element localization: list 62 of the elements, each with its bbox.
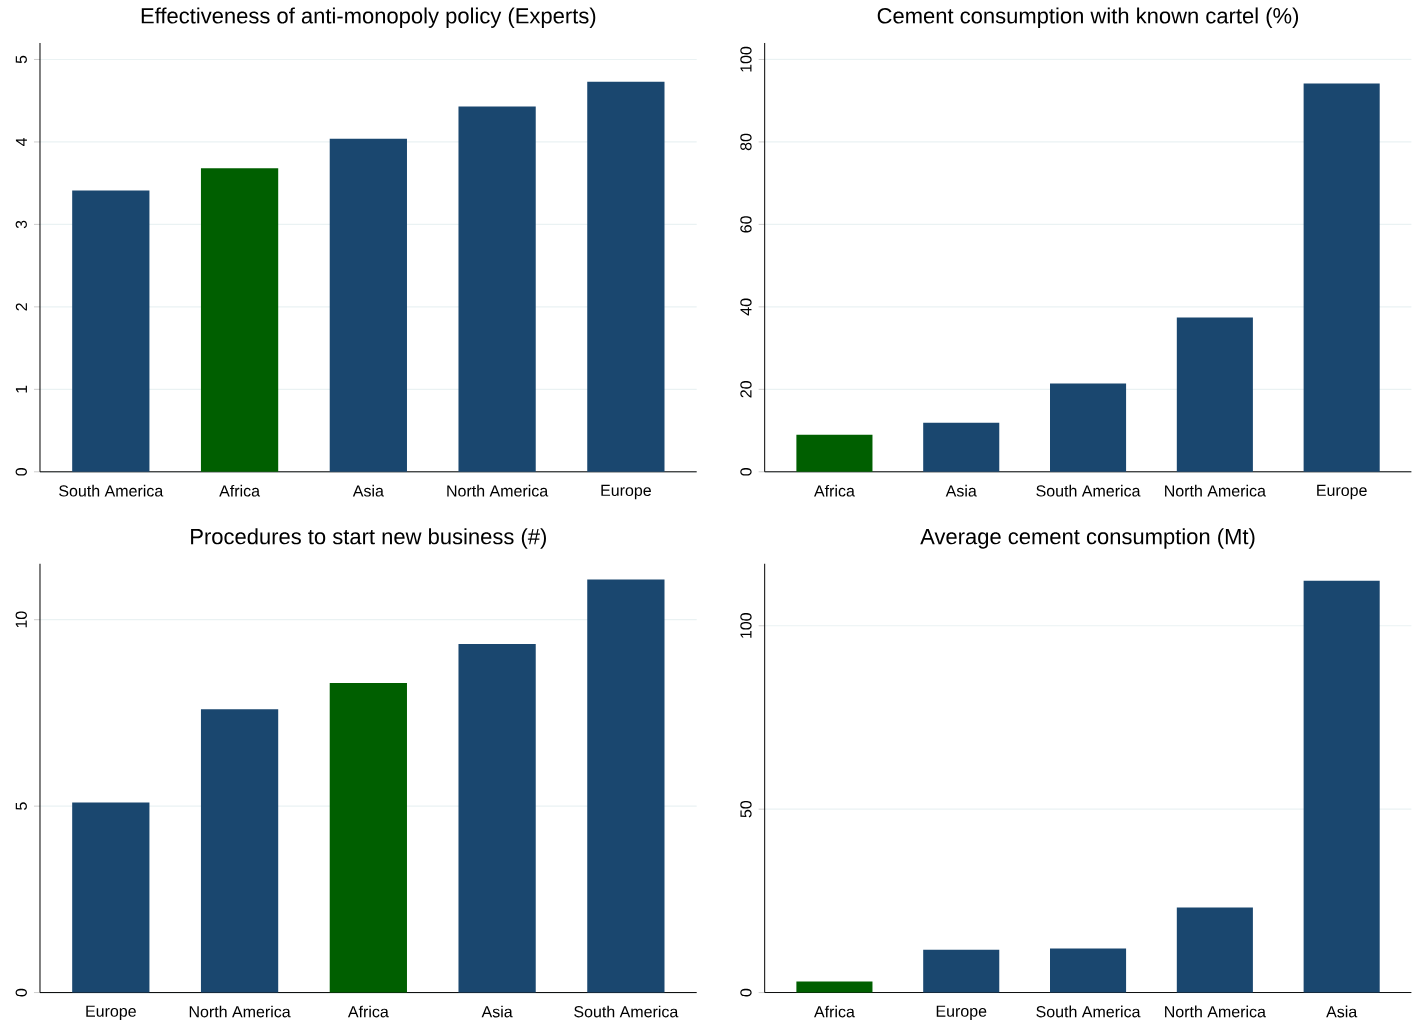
y-tick-label: 0 — [15, 988, 27, 997]
x-tick-label: Europe — [936, 1005, 987, 1021]
y-tick-label: 2 — [15, 303, 27, 311]
y-tick-label: 100 — [740, 46, 752, 72]
x-tick-label: South America — [59, 485, 164, 497]
chart-title: Cement consumption with known cartel (%) — [877, 7, 1299, 29]
x-tick-label: Africa — [347, 1005, 389, 1018]
bar — [1176, 317, 1253, 472]
y-tick-label: 0 — [740, 468, 752, 476]
bar — [329, 683, 407, 993]
x-tick-label: South America — [1036, 485, 1141, 497]
y-tick-label: 10 — [15, 611, 27, 628]
x-tick-label: North America — [447, 485, 549, 497]
y-tick-label: 1 — [15, 385, 27, 393]
x-tick-label: North America — [1165, 1005, 1266, 1018]
bar — [72, 802, 150, 993]
bar — [458, 644, 536, 993]
bar — [923, 949, 1000, 993]
x-tick-label: South America — [1036, 1005, 1141, 1018]
x-tick-label: Africa — [814, 485, 855, 497]
bar — [796, 981, 873, 993]
x-tick-label: Europe — [86, 1005, 136, 1021]
y-tick-label: 5 — [15, 55, 27, 64]
bar — [72, 190, 150, 472]
y-tick-label: 3 — [15, 220, 27, 229]
bar — [1176, 907, 1253, 993]
bar — [1303, 83, 1380, 472]
y-tick-label: 40 — [740, 298, 752, 316]
bar — [587, 579, 665, 993]
bar — [587, 81, 665, 472]
x-tick-label: North America — [189, 1005, 291, 1018]
y-tick-label: 0 — [740, 988, 752, 997]
y-tick-label: 0 — [15, 468, 27, 476]
x-tick-label: South America — [574, 1005, 679, 1018]
chart-title: Procedures to start new business (#) — [191, 528, 546, 549]
x-tick-label: Asia — [352, 485, 384, 497]
x-tick-label: Asia — [481, 1005, 513, 1018]
bar — [200, 168, 279, 472]
bar — [458, 106, 536, 472]
chart-title: Effectiveness of anti-monopoly policy (Experts) — [141, 7, 596, 29]
bar — [923, 422, 1000, 472]
x-tick-label: Asia — [945, 485, 977, 497]
y-tick-label: 20 — [740, 381, 752, 398]
bar — [1303, 580, 1380, 993]
y-tick-label: 100 — [740, 613, 752, 639]
y-tick-label: 80 — [740, 133, 752, 151]
bar — [1050, 948, 1127, 993]
y-tick-label: 5 — [15, 802, 27, 811]
x-tick-label: Europe — [601, 485, 651, 500]
chart-title: Average cement consumption (Mt) — [920, 528, 1255, 549]
x-tick-label: Africa — [814, 1005, 855, 1018]
bar — [796, 434, 873, 472]
bar — [329, 138, 407, 472]
y-tick-label: 50 — [740, 801, 752, 818]
x-tick-label: Africa — [219, 485, 261, 497]
bar — [200, 709, 279, 993]
bar — [1050, 383, 1127, 472]
x-tick-label: Europe — [1317, 485, 1367, 500]
y-tick-label: 4 — [15, 138, 27, 147]
x-tick-label: Asia — [1326, 1005, 1358, 1018]
x-tick-label: North America — [1165, 485, 1266, 497]
y-tick-label: 60 — [740, 216, 752, 233]
